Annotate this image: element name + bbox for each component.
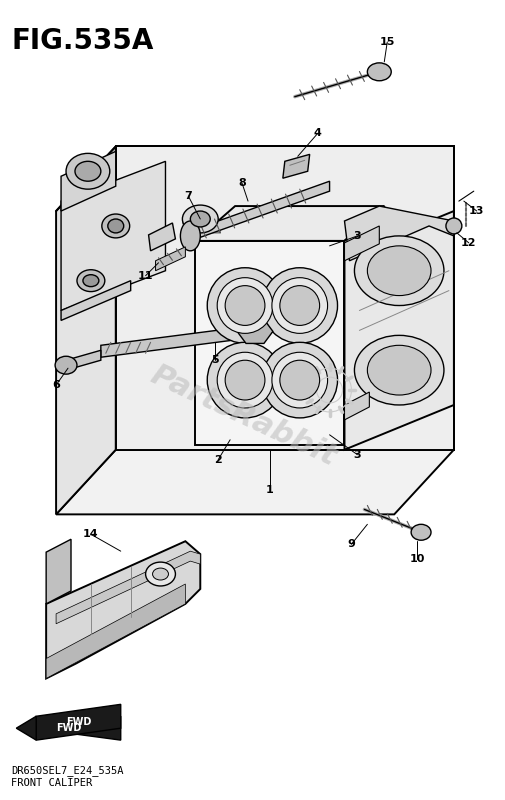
Ellipse shape (145, 562, 175, 586)
Polygon shape (56, 551, 200, 624)
Polygon shape (195, 206, 383, 241)
Ellipse shape (217, 278, 272, 334)
Text: FRONT CALIPER: FRONT CALIPER (11, 778, 92, 788)
Ellipse shape (262, 268, 337, 343)
Polygon shape (116, 146, 453, 450)
Text: 3: 3 (353, 231, 361, 241)
Text: 2: 2 (214, 454, 222, 465)
Polygon shape (61, 151, 116, 211)
Text: PartsRabbit: PartsRabbit (145, 360, 340, 472)
Ellipse shape (279, 286, 319, 326)
Polygon shape (344, 206, 453, 261)
Text: 10: 10 (409, 554, 424, 564)
Ellipse shape (262, 342, 337, 418)
Ellipse shape (279, 360, 319, 400)
Ellipse shape (354, 236, 443, 306)
Text: 5: 5 (211, 355, 219, 366)
Polygon shape (46, 539, 71, 604)
Polygon shape (155, 247, 185, 270)
Ellipse shape (411, 524, 430, 540)
Polygon shape (46, 542, 200, 678)
Polygon shape (190, 182, 329, 241)
Ellipse shape (217, 352, 272, 408)
Text: DR650SEL7_E24_535A: DR650SEL7_E24_535A (11, 765, 124, 776)
Polygon shape (56, 146, 116, 514)
Ellipse shape (182, 205, 218, 233)
Text: 9: 9 (347, 539, 355, 550)
Polygon shape (36, 704, 121, 740)
Ellipse shape (180, 221, 200, 251)
Text: 6: 6 (52, 380, 60, 390)
Ellipse shape (66, 154, 110, 189)
Text: 4: 4 (313, 129, 321, 138)
Text: 8: 8 (238, 178, 245, 188)
Polygon shape (66, 350, 100, 370)
Text: 3: 3 (353, 450, 361, 460)
Polygon shape (46, 584, 185, 678)
Ellipse shape (77, 270, 105, 291)
Ellipse shape (108, 219, 123, 233)
Ellipse shape (190, 211, 210, 227)
Polygon shape (16, 716, 36, 740)
Polygon shape (31, 716, 121, 740)
Ellipse shape (225, 360, 265, 400)
Text: 14: 14 (83, 530, 98, 539)
Polygon shape (182, 219, 220, 233)
Text: FWD: FWD (66, 718, 91, 727)
Text: 12: 12 (460, 238, 476, 248)
Polygon shape (148, 223, 175, 251)
Ellipse shape (445, 218, 461, 234)
Ellipse shape (225, 286, 265, 326)
Text: 11: 11 (137, 270, 153, 281)
Polygon shape (344, 392, 369, 420)
Ellipse shape (207, 268, 282, 343)
Ellipse shape (55, 356, 77, 374)
Polygon shape (61, 162, 165, 310)
Polygon shape (282, 154, 309, 178)
Ellipse shape (152, 568, 168, 580)
Ellipse shape (75, 162, 100, 182)
Text: 7: 7 (184, 191, 192, 201)
Polygon shape (56, 450, 453, 514)
Polygon shape (61, 281, 130, 321)
Polygon shape (237, 319, 272, 343)
Ellipse shape (367, 346, 430, 395)
Polygon shape (100, 326, 255, 358)
Ellipse shape (271, 352, 327, 408)
Polygon shape (344, 211, 453, 450)
Ellipse shape (367, 246, 430, 295)
Text: 1: 1 (266, 485, 273, 494)
Ellipse shape (102, 214, 129, 238)
Polygon shape (195, 241, 344, 445)
Text: 15: 15 (379, 37, 394, 47)
Ellipse shape (83, 274, 98, 286)
Ellipse shape (354, 335, 443, 405)
Polygon shape (344, 226, 379, 261)
Ellipse shape (271, 278, 327, 334)
Ellipse shape (207, 342, 282, 418)
Text: FIG.535A: FIG.535A (11, 27, 154, 55)
Text: FWD: FWD (56, 723, 81, 733)
Ellipse shape (367, 63, 390, 81)
Polygon shape (344, 206, 383, 445)
Text: 13: 13 (468, 206, 483, 216)
